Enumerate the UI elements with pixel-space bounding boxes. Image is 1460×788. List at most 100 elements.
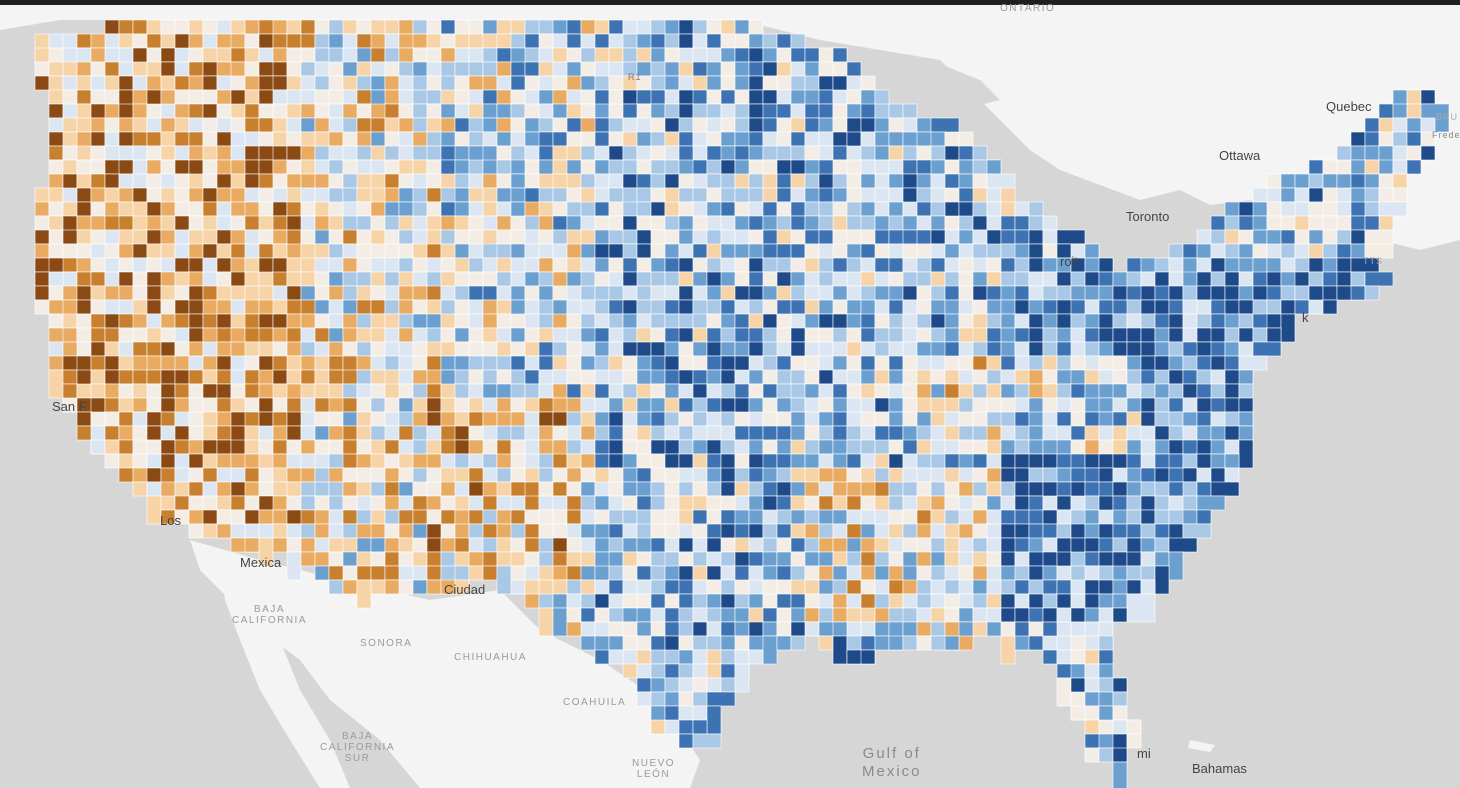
county-cell[interactable] (1112, 355, 1128, 371)
county-cell[interactable] (1042, 327, 1058, 343)
county-cell[interactable] (1350, 159, 1366, 175)
county-cell[interactable] (1028, 257, 1044, 273)
county-cell[interactable] (216, 215, 232, 231)
county-cell[interactable] (1042, 257, 1058, 273)
county-cell[interactable] (580, 397, 596, 413)
county-cell[interactable] (230, 103, 246, 119)
county-cell[interactable] (398, 425, 414, 441)
county-cell[interactable] (748, 215, 764, 231)
county-cell[interactable] (846, 187, 862, 203)
county-cell[interactable] (174, 61, 190, 77)
county-cell[interactable] (1140, 313, 1156, 329)
county-cell[interactable] (90, 201, 106, 217)
county-cell[interactable] (1098, 691, 1114, 707)
county-cell[interactable] (846, 397, 862, 413)
county-cell[interactable] (468, 425, 484, 441)
county-cell[interactable] (594, 243, 610, 259)
county-cell[interactable] (832, 299, 848, 315)
county-cell[interactable] (1042, 355, 1058, 371)
county-cell[interactable] (1266, 201, 1282, 217)
county-cell[interactable] (384, 425, 400, 441)
county-cell[interactable] (426, 159, 442, 175)
county-cell[interactable] (762, 33, 778, 49)
county-cell[interactable] (1042, 593, 1058, 609)
county-cell[interactable] (622, 411, 638, 427)
county-cell[interactable] (804, 201, 820, 217)
county-cell[interactable] (1140, 327, 1156, 343)
county-cell[interactable] (1028, 243, 1044, 259)
county-cell[interactable] (846, 565, 862, 581)
county-cell[interactable] (832, 201, 848, 217)
county-cell[interactable] (76, 89, 92, 105)
county-cell[interactable] (930, 593, 946, 609)
county-cell[interactable] (342, 523, 358, 539)
county-cell[interactable] (524, 229, 540, 245)
county-cell[interactable] (1028, 509, 1044, 525)
county-cell[interactable] (664, 313, 680, 329)
county-cell[interactable] (510, 551, 526, 567)
county-cell[interactable] (398, 229, 414, 245)
county-cell[interactable] (146, 285, 162, 301)
county-cell[interactable] (244, 19, 260, 35)
county-cell[interactable] (202, 341, 218, 357)
county-cell[interactable] (804, 327, 820, 343)
county-cell[interactable] (272, 341, 288, 357)
county-cell[interactable] (1252, 341, 1282, 357)
county-cell[interactable] (622, 663, 638, 679)
county-cell[interactable] (860, 411, 876, 427)
county-cell[interactable] (468, 201, 484, 217)
county-cell[interactable] (1084, 593, 1100, 609)
county-cell[interactable] (188, 145, 204, 161)
county-cell[interactable] (888, 355, 904, 371)
county-cell[interactable] (972, 341, 988, 357)
county-cell[interactable] (160, 229, 176, 245)
county-cell[interactable] (776, 593, 792, 609)
county-cell[interactable] (1336, 159, 1352, 175)
county-cell[interactable] (300, 145, 316, 161)
county-cell[interactable] (146, 159, 162, 175)
county-cell[interactable] (132, 439, 148, 455)
county-cell[interactable] (1028, 453, 1044, 469)
county-cell[interactable] (524, 327, 540, 343)
county-cell[interactable] (1266, 173, 1282, 189)
county-cell[interactable] (398, 243, 414, 259)
county-cell[interactable] (1154, 341, 1170, 357)
county-cell[interactable] (1126, 313, 1142, 329)
county-cell[interactable] (188, 257, 204, 273)
county-cell[interactable] (944, 397, 960, 413)
county-cell[interactable] (636, 173, 652, 189)
county-cell[interactable] (692, 467, 708, 483)
county-cell[interactable] (496, 47, 512, 63)
county-cell[interactable] (104, 453, 120, 469)
county-cell[interactable] (482, 103, 498, 119)
county-cell[interactable] (244, 537, 260, 553)
county-cell[interactable] (384, 411, 400, 427)
county-cell[interactable] (692, 411, 708, 427)
county-cell[interactable] (832, 509, 848, 525)
county-cell[interactable] (412, 299, 428, 315)
county-cell[interactable] (888, 369, 904, 385)
county-cell[interactable] (538, 187, 554, 203)
county-cell[interactable] (720, 313, 736, 329)
county-cell[interactable] (846, 75, 862, 91)
county-cell[interactable] (524, 397, 540, 413)
county-cell[interactable] (734, 621, 750, 637)
county-cell[interactable] (1000, 593, 1016, 609)
county-cell[interactable] (650, 677, 666, 693)
county-cell[interactable] (146, 453, 162, 469)
county-cell[interactable] (846, 341, 862, 357)
county-cell[interactable] (398, 369, 414, 385)
county-cell[interactable] (398, 453, 414, 469)
county-cell[interactable] (216, 285, 232, 301)
county-cell[interactable] (482, 341, 498, 357)
county-cell[interactable] (860, 271, 876, 287)
county-cell[interactable] (650, 201, 666, 217)
county-cell[interactable] (384, 47, 400, 63)
county-cell[interactable] (538, 383, 554, 399)
county-cell[interactable] (720, 299, 736, 315)
county-cell[interactable] (594, 313, 610, 329)
county-cell[interactable] (650, 453, 666, 469)
county-cell[interactable] (552, 19, 568, 35)
county-cell[interactable] (636, 201, 652, 217)
county-cell[interactable] (188, 187, 204, 203)
